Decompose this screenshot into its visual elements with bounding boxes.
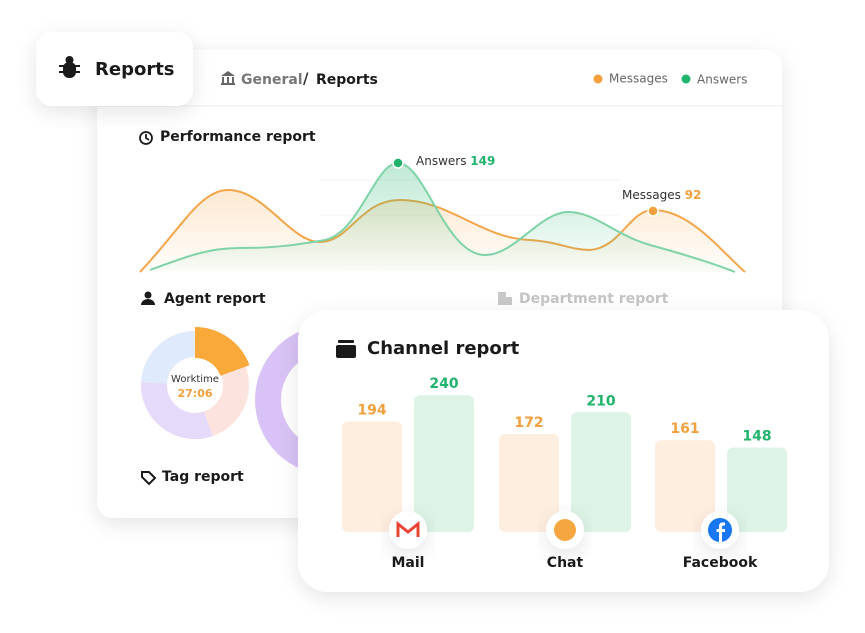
bar (655, 440, 715, 532)
legend-dot (593, 74, 603, 84)
donut-highlight (195, 327, 250, 376)
section-title[interactable]: Department report (519, 291, 669, 307)
legend-dot (681, 74, 691, 84)
breadcrumb-separator: / (303, 70, 309, 88)
section-title: Tag report (162, 469, 244, 485)
answers-point (392, 157, 404, 169)
performance-chart: Answers 149 Messages 92 (139, 154, 746, 273)
donut-center (168, 358, 222, 412)
chat-glyph (554, 519, 576, 541)
legend-label: Messages (609, 72, 668, 86)
center-label: Worktime (171, 374, 219, 385)
legend-label: Answers (697, 73, 747, 87)
bar (414, 395, 474, 532)
annotation-name: Answers (416, 154, 466, 168)
category-label: Facebook (683, 555, 758, 571)
channel-icons (389, 511, 739, 549)
worktime-donut: Worktime 27:06 (141, 327, 250, 439)
bar-value-label: 210 (586, 393, 615, 409)
bar (499, 433, 559, 532)
annotation-value: 92 (685, 188, 702, 202)
reports-tab[interactable] (36, 32, 193, 106)
donut-segment (141, 331, 249, 439)
section-title: Agent report (164, 291, 266, 307)
inbox-icon (336, 340, 356, 358)
breadcrumb-item[interactable]: General (241, 72, 303, 88)
card-title: Channel report (367, 338, 520, 359)
bar-value-label: 240 (429, 376, 458, 392)
card-header (97, 50, 782, 106)
bug-icon (59, 56, 80, 78)
center-value: 27:06 (177, 387, 212, 400)
category-label: Chat (547, 555, 584, 571)
building-icon (498, 292, 512, 305)
mail-glyph (396, 520, 420, 537)
bar (727, 447, 787, 532)
annotation-label: Messages 92 (622, 188, 701, 202)
annotation-name: Messages (622, 188, 681, 202)
bar-value-label: 172 (514, 415, 543, 431)
mail-icon (389, 511, 427, 549)
person-icon (141, 291, 155, 305)
facebook-f (716, 522, 725, 542)
bar-value-label: 161 (670, 421, 699, 437)
bar (342, 421, 402, 532)
tag-icon (141, 471, 157, 486)
channel-bars: 194 240 172 210 161 148 (342, 376, 787, 532)
clock-icon (139, 131, 153, 145)
bank-icon (221, 71, 235, 85)
messages-point (647, 205, 659, 217)
bar-value-label: 194 (357, 402, 386, 418)
messages-line (139, 188, 746, 273)
tab-title: Reports (95, 59, 175, 80)
section-title: Performance report (160, 129, 316, 145)
category-label: Mail (392, 555, 425, 571)
bar-value-label: 148 (742, 429, 771, 445)
bar (571, 412, 631, 532)
annotation-value: 149 (470, 154, 495, 168)
answers-line (149, 161, 736, 273)
breadcrumb-item: Reports (316, 72, 378, 88)
annotation-label: Answers 149 (416, 154, 495, 168)
